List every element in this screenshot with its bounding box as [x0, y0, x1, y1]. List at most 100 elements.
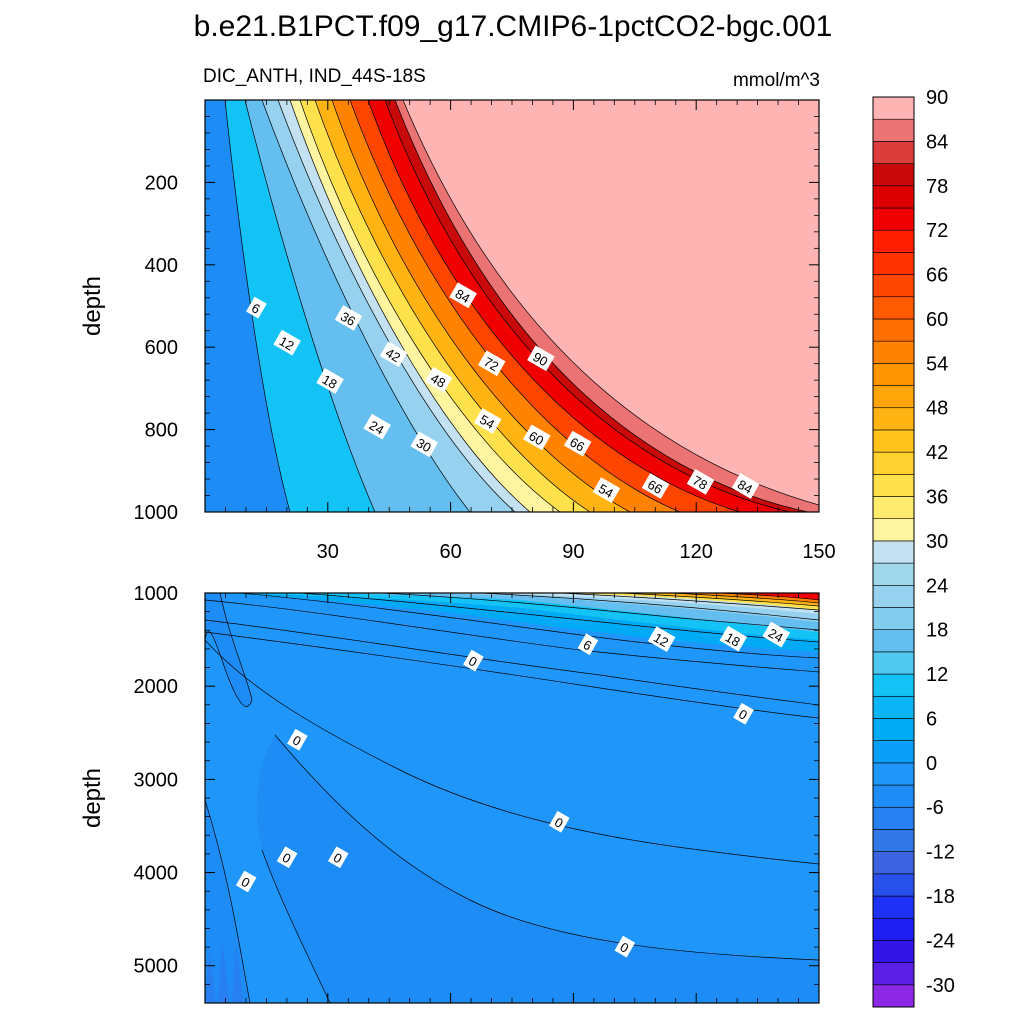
colorbar: -30 -24 -18 -12 -6 0 6 12 18 24 30 36 42 48 54 60 66 72 78… [872, 87, 955, 1008]
contour-label-text: 72 [481, 354, 501, 374]
colorbar-swatch [872, 518, 915, 542]
x-tick-label: 120 [680, 541, 713, 563]
contour-label: 90 [527, 345, 555, 372]
colorbar-swatch [872, 163, 915, 187]
contour-label-bg [246, 296, 267, 319]
contour-label-bg [276, 846, 298, 869]
contour-label-bg [563, 430, 592, 457]
contour-label-bg [235, 870, 257, 893]
contour-label: 72 [478, 350, 506, 377]
contour-label: 0 [287, 728, 308, 751]
contour-label-bg [762, 621, 791, 648]
y-tick-label: 5000 [134, 956, 179, 978]
contour-label: 54 [592, 477, 621, 504]
colorbar-tick-label: 30 [926, 531, 948, 553]
contour-label-bg [719, 625, 748, 652]
colorbar-tick-label: 66 [926, 265, 948, 287]
x-tick-label: 30 [317, 541, 339, 563]
colorbar-swatch [872, 718, 915, 741]
contour-label-text: 18 [723, 629, 743, 649]
colorbar-swatch [872, 363, 915, 386]
y-tick-label: 2000 [134, 676, 179, 698]
contour-label: 48 [424, 366, 453, 393]
contour-label-bg [287, 728, 308, 751]
colorbar-swatch [872, 429, 915, 453]
colorbar-swatch [872, 318, 915, 342]
contour-label: 0 [733, 702, 754, 725]
colorbar-tick-label: 54 [926, 353, 948, 375]
colorbar-tick-label: 78 [926, 176, 948, 198]
contour-label-text: 90 [530, 349, 550, 369]
x-tick-label: 60 [439, 541, 461, 563]
colorbar-swatch [872, 651, 915, 675]
colorbar-tick-label: 18 [926, 620, 948, 642]
contour-label-bg [379, 341, 408, 368]
colorbar-swatch [872, 962, 915, 986]
x-tick-label: 150 [802, 541, 835, 563]
contour-label-text: 36 [338, 309, 358, 329]
lower-axis-ticks: 1000 2000 3000 4000 5000 [134, 583, 820, 1004]
colorbar-swatch [872, 629, 915, 653]
contour-label-bg [527, 345, 555, 372]
chart-title: b.e21.B1PCT.f09_g17.CMIP6-1pctCO2-bgc.00… [194, 10, 833, 43]
colorbar-tick-label: -24 [926, 930, 955, 952]
colorbar-swatch [872, 806, 915, 830]
colorbar-tick-label: 72 [926, 220, 948, 242]
colorbar-swatch [872, 829, 915, 852]
contour-label: 18 [719, 625, 748, 652]
contour-label-bg [647, 626, 676, 653]
contour-label-text: 12 [651, 630, 671, 650]
colorbar-swatch [872, 740, 915, 764]
contour-label: 66 [641, 473, 670, 499]
contour-label: 0 [463, 649, 484, 672]
y-tick-label: 1000 [134, 583, 179, 605]
colorbar-swatch [872, 540, 915, 564]
colorbar-swatch [872, 984, 915, 1008]
contour-label-bg [733, 702, 754, 725]
contour-label-text: 54 [596, 481, 616, 501]
contour-label-bg [686, 469, 715, 495]
colorbar-swatch [872, 940, 915, 963]
contour-label-text: 24 [367, 417, 387, 437]
y-tick-label: 600 [145, 337, 178, 359]
contour-label-bg [316, 368, 344, 394]
colorbar-swatch [872, 141, 915, 164]
contour-label-bg [273, 329, 301, 356]
contour-label-bg [731, 473, 760, 499]
contour-label: 24 [762, 621, 791, 648]
contour-label: 18 [316, 368, 344, 394]
contour-label-text: 60 [526, 428, 546, 448]
y-tick-label: 200 [145, 172, 178, 194]
contour-label: 0 [235, 870, 257, 893]
contour-label-text: 48 [428, 370, 448, 390]
contour-label-text: 84 [735, 477, 755, 497]
colorbar-swatch [872, 407, 915, 431]
contour-label-text: 18 [320, 372, 340, 392]
contour-label: 12 [273, 329, 301, 356]
colorbar-tick-label: 12 [926, 664, 948, 686]
colorbar-tick-label: 42 [926, 442, 948, 464]
y-tick-label: 1000 [134, 502, 179, 524]
contour-label-text: 84 [453, 286, 473, 306]
colorbar-tick-label: -30 [926, 975, 955, 997]
contour-label-bg [410, 431, 439, 458]
colorbar-swatch [872, 340, 915, 364]
contour-label-bg [549, 810, 570, 833]
upper-contour-labels: 6 12 18 24 30 36 42 48 54 60 66 72 84 90 54 66 78 84 [246, 282, 760, 504]
colorbar-swatch [872, 584, 915, 608]
contour-label-text: 66 [567, 434, 587, 454]
contour-label: 0 [327, 846, 349, 869]
colorbar-swatch [872, 895, 915, 919]
contour-label-text: 66 [645, 477, 665, 497]
contour-label-bg [424, 366, 453, 393]
colorbar-tick-label: 84 [926, 131, 948, 153]
contour-label: 84 [731, 473, 760, 499]
colorbar-swatch [872, 496, 915, 520]
contour-label-bg [449, 282, 477, 309]
colorbar-swatch [872, 207, 915, 231]
colorbar-tick-label: 48 [926, 398, 948, 420]
contour-label-bg [577, 633, 599, 656]
